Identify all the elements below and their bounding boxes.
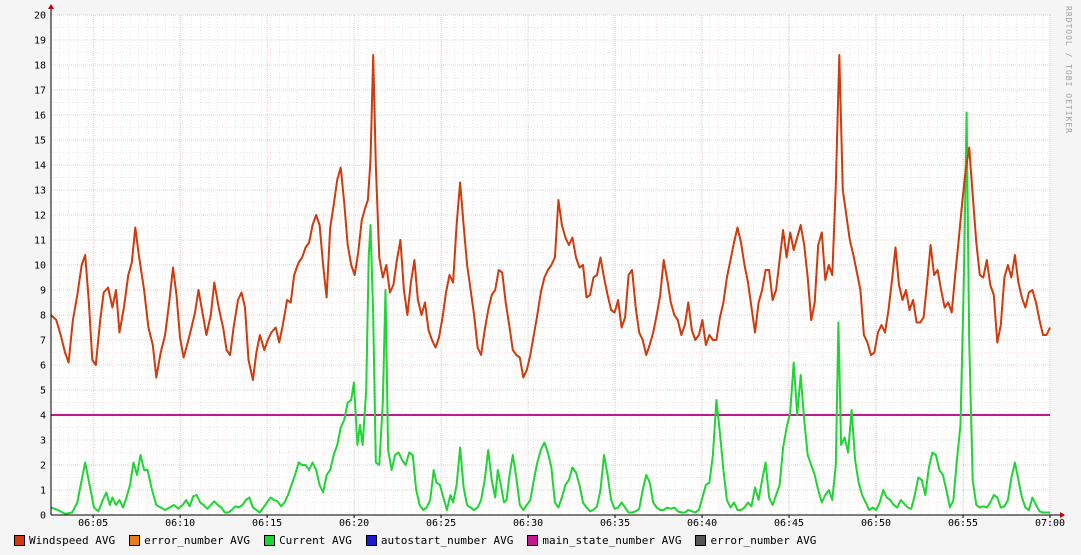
- legend-label: Windspeed AVG: [29, 534, 116, 547]
- legend-swatch: [129, 535, 141, 546]
- y-tick-label: 12: [34, 211, 46, 222]
- x-axis-arrow: [1060, 512, 1065, 518]
- y-tick-label: 14: [34, 161, 46, 172]
- y-tick-label: 5: [40, 386, 46, 397]
- legend-label: Current AVG: [279, 534, 352, 547]
- x-tick-label: 06:45: [774, 518, 804, 529]
- x-tick-label: 06:50: [861, 518, 891, 529]
- y-tick-label: 10: [34, 261, 46, 272]
- legend-item: Windspeed AVG: [14, 534, 115, 547]
- legend-swatch: [264, 535, 276, 546]
- legend-swatch: [695, 535, 707, 546]
- x-tick-label: 07:00: [1035, 518, 1065, 529]
- legend-swatch: [365, 535, 377, 546]
- y-tick-label: 20: [34, 11, 46, 22]
- series-group: [50, 54, 1051, 515]
- series-windspeed-avg: [50, 54, 1051, 381]
- chart-legend: Windspeed AVG error_number AVG Current AVG…: [14, 534, 830, 547]
- x-tick-label: 06:40: [687, 518, 717, 529]
- y-tick-label: 17: [34, 86, 46, 97]
- legend-label: error_number AVG: [710, 534, 817, 547]
- x-tick-label: 06:55: [948, 518, 978, 529]
- y-axis-arrow: [48, 4, 54, 9]
- legend-label: main_state_number AVG: [542, 534, 682, 547]
- legend-item: Current AVG: [264, 534, 352, 547]
- series-current-avg: [50, 111, 1050, 515]
- x-tick-label: 06:30: [513, 518, 543, 529]
- x-tick-label: 06:35: [600, 518, 630, 529]
- x-tick-label: 06:25: [426, 518, 456, 529]
- y-tick-label: 15: [34, 136, 46, 147]
- legend-label: autostart_number AVG: [380, 534, 514, 547]
- x-tick-label: 06:20: [339, 518, 369, 529]
- y-tick-label: 13: [34, 186, 46, 197]
- y-tick-label: 2: [40, 461, 46, 472]
- y-tick-label: 11: [34, 236, 46, 247]
- legend-label: error_number AVG: [144, 534, 251, 547]
- y-tick-label: 4: [40, 411, 46, 422]
- legend-swatch: [527, 535, 539, 546]
- axes: [48, 4, 1065, 518]
- x-tick-label: 06:10: [165, 518, 195, 529]
- y-tick-label: 7: [40, 336, 46, 347]
- x-tick-label: 06:15: [252, 518, 282, 529]
- y-tick-label: 6: [40, 361, 46, 372]
- y-tick-label: 16: [34, 111, 46, 122]
- legend-item: error_number AVG: [129, 534, 250, 547]
- legend-swatch: [14, 535, 25, 546]
- y-tick-label: 1: [40, 486, 46, 497]
- y-tick-label: 0: [40, 511, 46, 522]
- y-tick-label: 9: [40, 286, 46, 297]
- legend-item: main_state_number AVG: [527, 534, 681, 547]
- rrdtool-watermark: RRDTOOL / TOBI OETIKER: [1064, 6, 1073, 134]
- x-tick-label: 06:05: [78, 518, 108, 529]
- y-tick-label: 19: [34, 36, 46, 47]
- x-axis-ticks: 06:05 06:10 06:15 06:20 06:25 06:30 06:35 06:40…: [78, 515, 1065, 529]
- y-tick-label: 18: [34, 61, 46, 72]
- legend-item: error_number AVG: [695, 534, 816, 547]
- y-tick-label: 8: [40, 311, 46, 322]
- legend-item: autostart_number AVG: [365, 534, 514, 547]
- y-tick-label: 3: [40, 436, 46, 447]
